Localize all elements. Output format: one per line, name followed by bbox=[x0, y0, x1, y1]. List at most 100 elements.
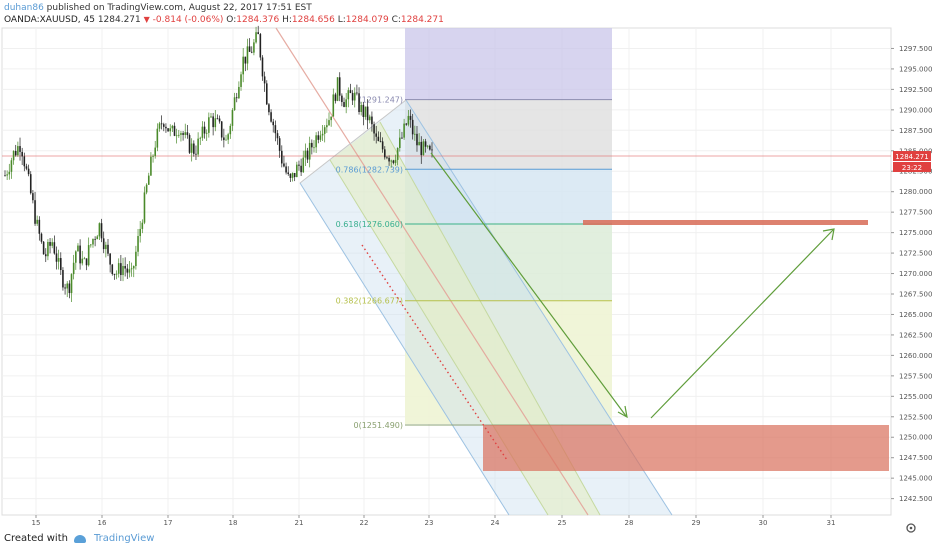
y-tick-label: 1260.000 bbox=[899, 352, 932, 360]
candle-body bbox=[420, 141, 423, 156]
candle-body bbox=[25, 166, 28, 169]
candle-body bbox=[64, 287, 66, 289]
y-tick-label: 1277.500 bbox=[899, 209, 932, 217]
candle-body bbox=[83, 258, 86, 260]
candle-body bbox=[341, 95, 343, 103]
candle-body bbox=[280, 150, 283, 164]
time-axis[interactable]: 15 16 17 18 21 22 23 24 25 28 29 30 31 bbox=[32, 515, 836, 527]
candle-body bbox=[302, 157, 305, 173]
candle-body bbox=[392, 160, 395, 163]
candle-body bbox=[418, 141, 420, 146]
publish-line: duhan86 published on TradingView.com, Au… bbox=[4, 2, 444, 14]
fib-zone-1 bbox=[405, 99, 612, 169]
candle-body bbox=[336, 77, 339, 101]
candle-body bbox=[334, 94, 337, 101]
candle-body bbox=[21, 151, 23, 157]
candle-body bbox=[113, 273, 116, 275]
candle-body bbox=[276, 133, 279, 139]
candle-body bbox=[291, 172, 294, 178]
y-tick-label: 1245.000 bbox=[899, 475, 932, 483]
price-axis[interactable]: 1297.500 1295.000 1292.500 1290.000 1287.500… bbox=[891, 45, 932, 503]
candle-body bbox=[137, 236, 139, 252]
candle-body bbox=[246, 46, 249, 64]
candle-body bbox=[253, 42, 255, 53]
pitchfork-lower-line bbox=[299, 182, 510, 516]
candle-body bbox=[120, 263, 122, 276]
candle-body bbox=[308, 142, 311, 160]
y-tick-label: 1267.500 bbox=[899, 291, 932, 299]
candle-body bbox=[358, 93, 360, 112]
x-tick-label: 17 bbox=[164, 519, 173, 527]
footer: Created with TradingView bbox=[4, 530, 154, 546]
candle-body bbox=[62, 269, 64, 288]
candle-body bbox=[242, 56, 244, 75]
candle-body bbox=[366, 106, 369, 121]
candle-body bbox=[218, 118, 221, 122]
target-zone[interactable] bbox=[483, 425, 889, 471]
symbol-label[interactable]: OANDA:XAUUSD, 45 bbox=[4, 15, 95, 25]
candle-body bbox=[75, 251, 77, 263]
tradingview-logo-icon bbox=[73, 534, 88, 543]
candle-body bbox=[188, 135, 191, 153]
candle-body bbox=[17, 146, 19, 156]
candle-body bbox=[272, 121, 275, 126]
candle-body bbox=[90, 244, 92, 246]
candle-body bbox=[158, 123, 161, 129]
settings-gear-icon[interactable] bbox=[906, 523, 916, 533]
candle-body bbox=[14, 150, 17, 156]
candle-body bbox=[375, 133, 378, 137]
candle-body bbox=[49, 241, 51, 246]
candle-body bbox=[212, 116, 214, 128]
candle-body bbox=[360, 104, 362, 112]
candle-body bbox=[323, 127, 326, 134]
candle-body bbox=[386, 157, 388, 159]
candle-body bbox=[326, 125, 328, 128]
y-tick-label: 1250.000 bbox=[899, 434, 932, 442]
candle-body bbox=[205, 132, 208, 134]
candle-body bbox=[167, 128, 169, 132]
o-label: O: bbox=[226, 15, 237, 25]
fib-levels: (1291.247) 0.786(1282.739) 0.618(1276.060)… bbox=[336, 96, 612, 430]
candle-body bbox=[231, 110, 234, 126]
candle-body bbox=[330, 116, 332, 121]
candle-body bbox=[278, 138, 281, 151]
candle-body bbox=[12, 150, 15, 161]
candle-body bbox=[250, 51, 253, 53]
y-tick-label: 1262.500 bbox=[899, 331, 932, 339]
candle-body bbox=[105, 244, 107, 250]
author-link[interactable]: duhan86 bbox=[4, 3, 44, 13]
published-text: published on TradingView.com, August 22,… bbox=[46, 3, 312, 13]
candle-body bbox=[396, 147, 399, 160]
candle-body bbox=[362, 104, 365, 117]
candle-body bbox=[19, 146, 21, 152]
candle-body bbox=[285, 166, 287, 173]
candle-body bbox=[349, 90, 352, 94]
candle-body bbox=[373, 124, 375, 134]
fib-top-zone bbox=[405, 28, 612, 99]
candle-body bbox=[377, 136, 380, 141]
candle-body bbox=[186, 132, 189, 136]
fib-level-label: 0.382(1266.677) bbox=[336, 297, 403, 306]
candle-body bbox=[405, 123, 408, 125]
candle-body bbox=[409, 115, 412, 120]
resistance-bar[interactable] bbox=[583, 220, 868, 225]
candle-body bbox=[79, 245, 81, 264]
candle-body bbox=[68, 283, 71, 294]
o-value: 1284.376 bbox=[236, 15, 280, 25]
candle-body bbox=[111, 264, 114, 274]
candle-body bbox=[6, 174, 8, 176]
l-value: 1284.079 bbox=[345, 15, 389, 25]
candle-body bbox=[165, 126, 167, 129]
tradingview-brand[interactable]: TradingView bbox=[93, 532, 155, 544]
candle-body bbox=[394, 159, 397, 163]
candle-body bbox=[426, 145, 429, 147]
chart-header: duhan86 published on TradingView.com, Au… bbox=[4, 2, 444, 26]
candle-body bbox=[216, 118, 219, 120]
candle-body bbox=[265, 83, 268, 105]
candle-body bbox=[371, 116, 373, 125]
candle-body bbox=[27, 168, 30, 175]
candle-body bbox=[57, 258, 60, 262]
candle-body bbox=[193, 143, 195, 154]
candle-body bbox=[306, 150, 309, 160]
